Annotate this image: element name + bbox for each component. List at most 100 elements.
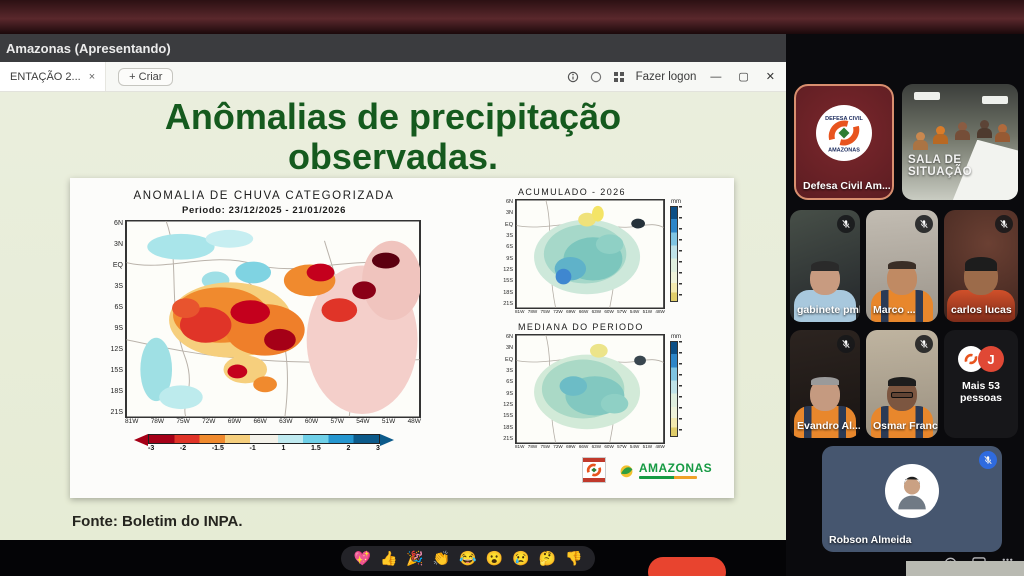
- robson-avatar: [885, 463, 939, 518]
- anomaly-colorbar: -3 -2 -1.5 -1 1 1.5 2 3: [134, 434, 394, 452]
- y-tick: 9S: [506, 390, 513, 397]
- y-tick: 3N: [505, 210, 513, 217]
- x-tick: 78W: [527, 309, 538, 314]
- participant-video: [871, 377, 933, 438]
- x-tick: 66W: [578, 309, 589, 314]
- extensions-icon[interactable]: [590, 71, 602, 83]
- mic-muted-icon: [837, 335, 855, 353]
- colorbar-label: 1.5: [311, 445, 321, 452]
- map-anomalia: [125, 220, 421, 418]
- x-tick: 48W: [655, 444, 665, 449]
- y-tick: 15S: [503, 413, 513, 420]
- x-tick: 57W: [617, 309, 627, 314]
- participant-tile-osmar[interactable]: Osmar Francisc...: [866, 330, 938, 438]
- x-tick: 51W: [642, 444, 653, 449]
- share-bar-title: Amazonas (Apresentando): [6, 40, 171, 56]
- y-tick: EQ: [505, 356, 513, 363]
- map-acumulado-block: ACUMULADO - 2026 6N 3N EQ 3S 6S 9S 12S 15S 18S 21…: [502, 184, 682, 314]
- y-tick: 3N: [505, 345, 513, 352]
- y-tick: 3N: [114, 241, 123, 248]
- room-watermark-label: SALA DE SITUAÇÃO: [908, 154, 973, 178]
- x-tick: 51W: [381, 418, 396, 425]
- meeting-room-video: [902, 84, 1018, 200]
- x-tick: 57W: [617, 444, 627, 449]
- new-tab-button[interactable]: + Criar: [118, 67, 174, 86]
- mediana-colorbar: mm: [670, 334, 682, 437]
- x-tick: 81W: [515, 309, 525, 314]
- apps-grid-icon[interactable]: [613, 71, 625, 83]
- reaction-emoji[interactable]: 👍: [379, 549, 398, 566]
- mic-muted-icon: [995, 215, 1013, 233]
- maximize-button[interactable]: ▢: [738, 71, 749, 83]
- participant-tile-marco[interactable]: Marco ...: [866, 210, 938, 322]
- participant-tile-evandro[interactable]: Evandro Al...: [790, 330, 860, 438]
- y-tick: 12S: [503, 401, 513, 408]
- leave-call-button[interactable]: [648, 557, 726, 576]
- ac-unit: [982, 96, 1008, 104]
- participant-tile-robson[interactable]: Robson Almeida: [822, 446, 1002, 552]
- page-info-icon[interactable]: [567, 71, 579, 83]
- x-tick: 66W: [253, 418, 267, 425]
- participant-tile-defesa-civil[interactable]: DEFESA CIVIL AMAZONAS Defesa Civil Am...: [794, 84, 894, 200]
- minimize-button[interactable]: —: [710, 70, 722, 83]
- y-tick: 15S: [110, 367, 123, 374]
- y-tick: 6N: [114, 220, 123, 227]
- tab-close-icon[interactable]: ×: [88, 70, 96, 83]
- screen-share-bar: Amazonas (Apresentando): [0, 34, 786, 62]
- x-tick: 66W: [578, 444, 589, 449]
- x-tick: 48W: [655, 309, 665, 314]
- x-tick: 81W: [515, 444, 525, 449]
- y-tick: EQ: [505, 221, 513, 228]
- colorbar-label: 3: [376, 445, 380, 452]
- y-tick: 3S: [506, 367, 513, 374]
- y-tick: 6N: [505, 334, 513, 340]
- map-mediana-title: MEDIANA DO PERIODO: [518, 322, 644, 332]
- x-tick: 48W: [407, 418, 421, 425]
- y-tick: 18S: [503, 289, 513, 296]
- x-tick: 60W: [304, 418, 319, 425]
- reaction-emoji[interactable]: 😢: [512, 549, 530, 566]
- participant-video: [871, 261, 933, 322]
- overflow-count-label: Mais 53 pessoas: [959, 380, 1003, 404]
- map-anomalia-period: Periodo: 23/12/2025 - 21/01/2026: [182, 205, 346, 216]
- y-tick: EQ: [112, 262, 123, 269]
- reaction-emoji[interactable]: 🎉: [406, 549, 424, 566]
- participant-tile-carlos[interactable]: carlos lucas: [944, 210, 1018, 322]
- slide-title-line1: Anômalias de precipitação: [164, 96, 622, 137]
- x-tick: 69W: [227, 418, 242, 425]
- tab-label: ENTAÇÃO 2...: [10, 70, 81, 83]
- y-tick: 6S: [506, 379, 513, 386]
- participant-tile-sala-situacao[interactable]: SALA DE SITUAÇÃO: [902, 84, 1018, 200]
- colorbar-unit: mm: [671, 334, 681, 340]
- map-anomalia-block: ANOMALIA DE CHUVA CATEGORIZADA Periodo: …: [78, 184, 450, 492]
- amazonas-logo-text: AMAZONAS: [638, 460, 713, 475]
- x-tick: 54W: [356, 418, 370, 425]
- colorbar-unit: mm: [671, 199, 681, 205]
- x-tick: 63W: [279, 418, 293, 425]
- tab-presentation[interactable]: ENTAÇÃO 2... ×: [0, 62, 107, 91]
- logon-link[interactable]: Fazer logon: [635, 70, 697, 83]
- colorbar-label: -3: [148, 445, 155, 452]
- participant-name: carlos lucas: [951, 304, 1012, 316]
- acumulado-colorbar: mm: [670, 199, 682, 302]
- y-tick: 18S: [110, 388, 123, 395]
- reaction-emoji[interactable]: 💖: [353, 549, 371, 566]
- map-anomalia-title: ANOMALIA DE CHUVA CATEGORIZADA: [133, 190, 395, 202]
- participant-video: [794, 261, 856, 322]
- reaction-emoji[interactable]: 👏: [432, 549, 451, 566]
- y-tick: 21S: [110, 409, 123, 416]
- reaction-emoji[interactable]: 😮: [485, 549, 504, 566]
- reaction-emoji[interactable]: 🤔: [538, 549, 557, 566]
- y-tick: 6N: [505, 199, 513, 205]
- participant-tile-gabinete[interactable]: gabinete pmba: [790, 210, 860, 322]
- close-button[interactable]: ✕: [765, 71, 775, 83]
- y-tick: 21S: [503, 300, 513, 307]
- reaction-emoji[interactable]: 😂: [459, 549, 477, 566]
- y-tick: 9S: [114, 325, 123, 332]
- participant-tile-overflow[interactable]: J Mais 53 pessoas: [944, 330, 1018, 438]
- y-tick: 3S: [506, 232, 513, 239]
- reaction-emoji[interactable]: 👎: [565, 549, 583, 566]
- participant-name: gabinete pmba: [797, 304, 860, 316]
- map-acumulado: [515, 199, 665, 309]
